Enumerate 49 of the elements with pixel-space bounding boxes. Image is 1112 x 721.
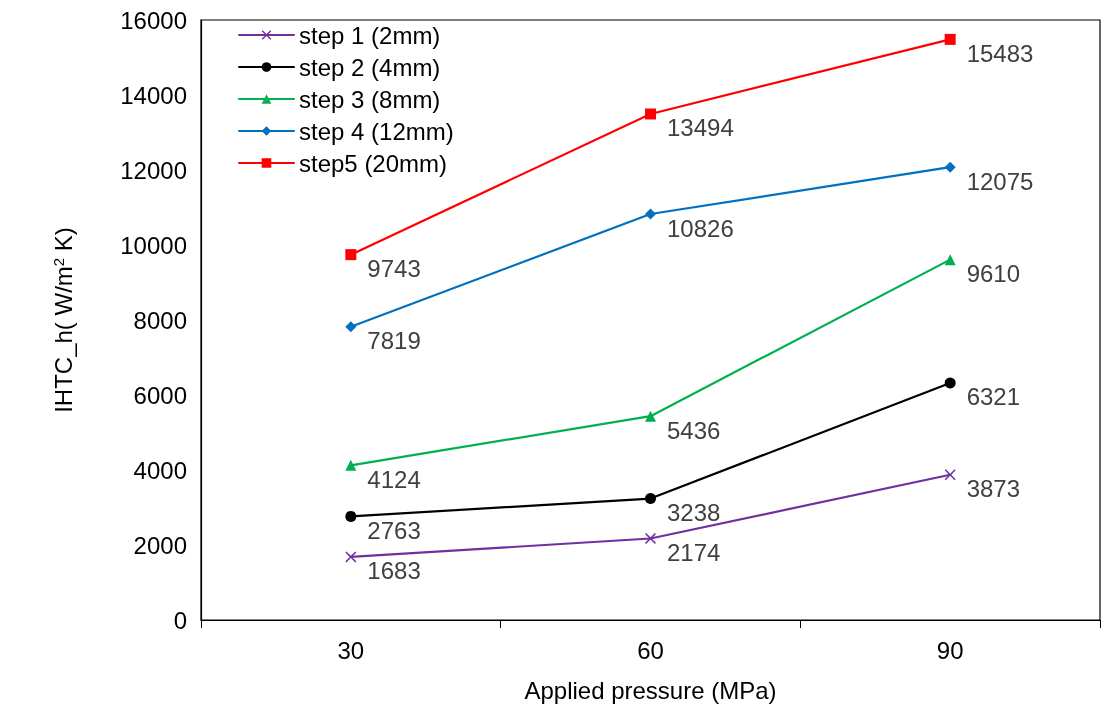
y-tick-label: 0 — [173, 606, 187, 634]
point — [645, 493, 656, 505]
x-tick-label: 90 — [936, 636, 964, 664]
data-label: 2763 — [367, 516, 421, 544]
point — [645, 108, 656, 120]
legend-label: step 1 (2mm) — [299, 21, 441, 49]
y-tick-label: 16000 — [120, 6, 187, 34]
point — [345, 249, 357, 261]
point — [345, 510, 357, 522]
data-label: 1683 — [367, 557, 421, 585]
y-tick-label: 2000 — [133, 531, 187, 559]
point — [944, 254, 956, 266]
y-tick-label: 4000 — [133, 456, 187, 484]
point — [944, 469, 956, 481]
data-label: 10826 — [667, 214, 734, 242]
legend-label: step 3 (8mm) — [299, 85, 441, 113]
point — [944, 161, 956, 173]
data-label: 2174 — [667, 538, 721, 566]
x-tick-label: 60 — [637, 636, 664, 664]
data-label: 7819 — [367, 327, 421, 355]
legend-label: step 2 (4mm) — [299, 53, 441, 81]
data-label: 3873 — [966, 475, 1021, 503]
point — [345, 459, 357, 471]
point — [645, 410, 656, 422]
data-label: 15483 — [966, 39, 1034, 67]
point — [944, 377, 956, 389]
data-label: 6321 — [966, 383, 1021, 411]
data-label: 5436 — [667, 416, 721, 444]
point — [345, 321, 357, 333]
y-tick-label: 8000 — [133, 306, 187, 334]
y-tick-label: 12000 — [120, 156, 187, 184]
x-tick-label: 30 — [337, 636, 365, 664]
y-axis-title: IHTC_h( W/m2 K) — [50, 227, 77, 413]
point — [944, 33, 956, 45]
data-label: 9743 — [367, 255, 421, 283]
data-label: 12075 — [966, 167, 1034, 195]
y-tick-label: 14000 — [120, 81, 187, 109]
x-axis-title: Applied pressure (MPa) — [524, 676, 777, 704]
data-label: 4124 — [367, 465, 421, 493]
point — [345, 551, 357, 563]
point — [645, 208, 656, 220]
point — [645, 532, 656, 544]
data-label: 13494 — [667, 114, 734, 142]
legend-label: step5 (20mm) — [299, 149, 448, 177]
y-tick-label: 6000 — [133, 381, 187, 409]
y-tick-label: 10000 — [120, 231, 187, 259]
data-label: 9610 — [966, 260, 1021, 288]
legend-label: step 4 (12mm) — [299, 117, 454, 145]
data-label: 3238 — [667, 499, 721, 527]
